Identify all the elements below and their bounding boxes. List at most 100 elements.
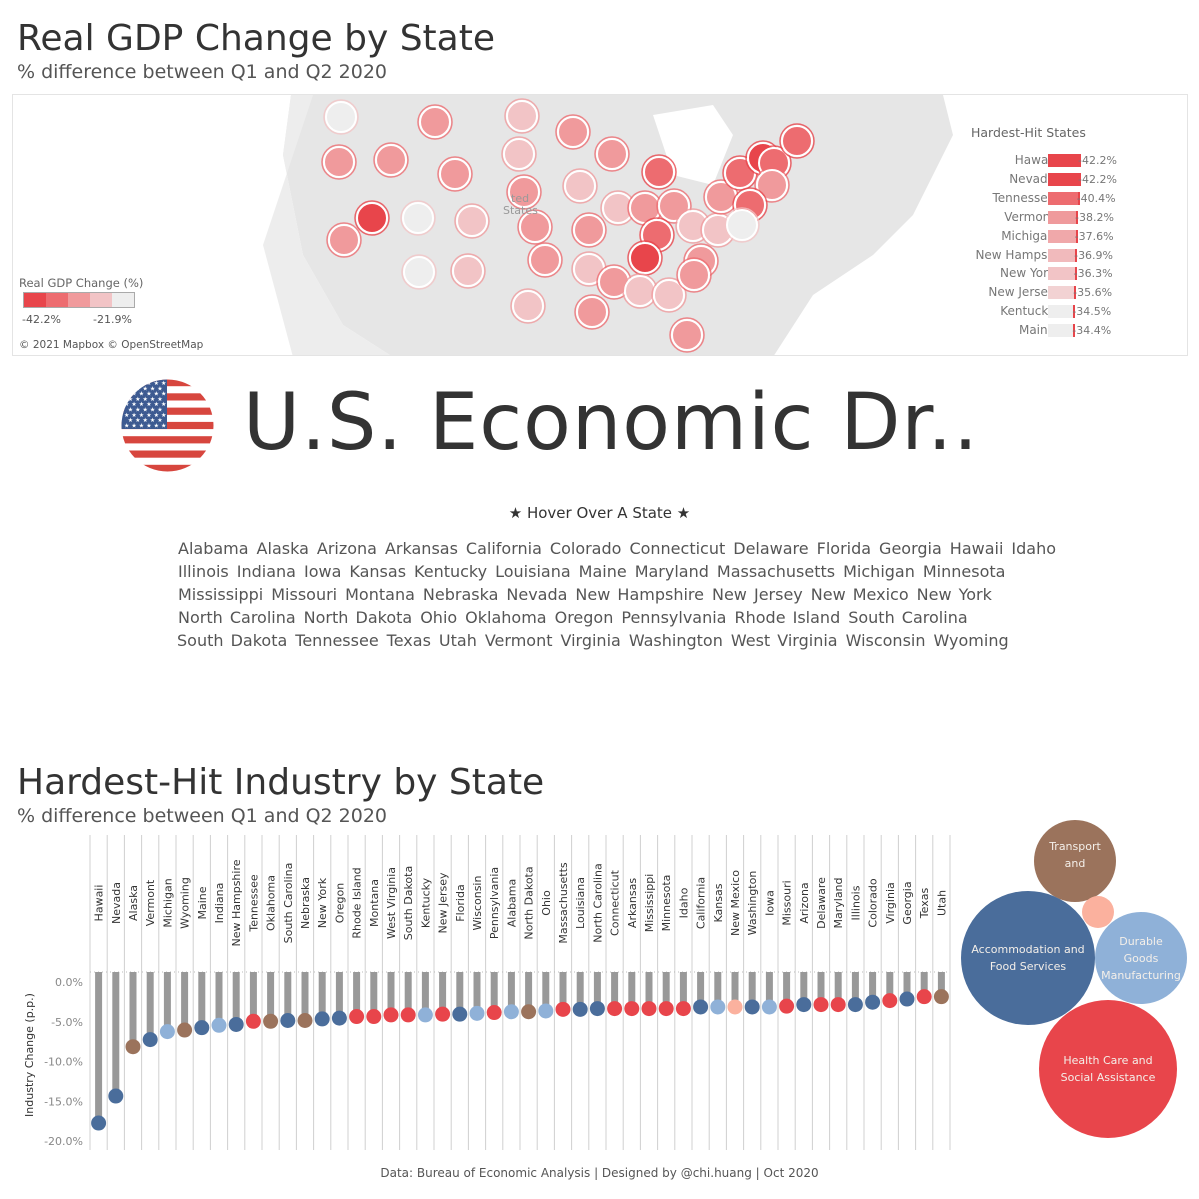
state-bubble[interactable] xyxy=(506,174,542,210)
state-link[interactable]: North Carolina xyxy=(178,608,296,627)
state-link[interactable]: Rhode Island xyxy=(734,608,841,627)
industry-bubble[interactable]: Accommodation and Food Services xyxy=(961,891,1095,1025)
state-link[interactable]: Arizona xyxy=(316,539,377,558)
state-link[interactable]: Maine xyxy=(578,562,627,581)
state-bubble[interactable] xyxy=(321,144,357,180)
lollipop-dot[interactable] xyxy=(607,1001,623,1017)
state-link[interactable]: Tennessee xyxy=(295,631,379,650)
state-link[interactable]: Idaho xyxy=(1011,539,1057,558)
lollipop-dot[interactable] xyxy=(779,998,795,1014)
hardest-hit-row[interactable]: New York -36.3% xyxy=(973,264,1187,283)
state-bubble[interactable] xyxy=(501,136,537,172)
lollipop-dot[interactable] xyxy=(555,1001,571,1017)
state-link[interactable]: Arkansas xyxy=(384,539,458,558)
lollipop-dot[interactable] xyxy=(469,1005,485,1021)
lollipop-dot[interactable] xyxy=(710,999,726,1015)
state-link[interactable]: South Dakota xyxy=(177,631,288,650)
state-link[interactable]: Ohio xyxy=(420,608,458,627)
state-link[interactable]: Colorado xyxy=(549,539,622,558)
state-link[interactable]: Virginia xyxy=(560,631,621,650)
state-link[interactable]: Oregon xyxy=(554,608,614,627)
state-bubble[interactable] xyxy=(675,208,711,244)
lollipop-dot[interactable] xyxy=(142,1032,158,1048)
state-bubble[interactable] xyxy=(437,156,473,192)
lollipop-dot[interactable] xyxy=(297,1012,313,1028)
lollipop-dot[interactable] xyxy=(589,1001,605,1017)
lollipop-dot[interactable] xyxy=(366,1009,382,1025)
lollipop-dot[interactable] xyxy=(572,1001,588,1017)
lollipop-dot[interactable] xyxy=(882,993,898,1009)
state-bubble[interactable] xyxy=(594,136,630,172)
lollipop-dot[interactable] xyxy=(538,1003,554,1019)
lollipop-dot[interactable] xyxy=(177,1022,193,1038)
hardest-hit-row[interactable]: New Jersey -35.6% xyxy=(973,283,1187,302)
state-link[interactable]: Oklahoma xyxy=(465,608,547,627)
lollipop-dot[interactable] xyxy=(383,1007,399,1023)
state-bubble[interactable] xyxy=(504,98,540,134)
industry-bubble[interactable]: Health Care and Social Assistance xyxy=(1039,1000,1177,1138)
state-bubble[interactable] xyxy=(527,242,563,278)
hardest-hit-row[interactable]: Tennessee -40.4% xyxy=(973,189,1187,208)
state-link[interactable]: Washington xyxy=(628,631,723,650)
lollipop-dot[interactable] xyxy=(641,1001,657,1017)
state-link[interactable]: Michigan xyxy=(843,562,915,581)
state-bubble[interactable] xyxy=(555,114,591,150)
state-link[interactable]: North Dakota xyxy=(303,608,413,627)
lollipop-dot[interactable] xyxy=(521,1004,537,1020)
state-link[interactable]: Hawaii xyxy=(949,539,1004,558)
state-bubble[interactable] xyxy=(622,273,658,309)
state-link[interactable]: Missouri xyxy=(271,585,338,604)
industry-bubble[interactable]: Durable Goods Manufacturing xyxy=(1095,912,1187,1004)
state-link[interactable]: Indiana xyxy=(236,562,296,581)
state-link[interactable]: Alabama xyxy=(178,539,249,558)
state-link[interactable]: Delaware xyxy=(733,539,809,558)
lollipop-dot[interactable] xyxy=(91,1115,107,1131)
lollipop-dot[interactable] xyxy=(125,1039,141,1055)
lollipop-dot[interactable] xyxy=(263,1013,279,1029)
state-link[interactable]: Montana xyxy=(345,585,415,604)
lollipop-dot[interactable] xyxy=(761,999,777,1015)
state-bubble[interactable] xyxy=(354,200,390,236)
lollipop-dot[interactable] xyxy=(813,997,829,1013)
lollipop-dot[interactable] xyxy=(658,1001,674,1017)
state-link[interactable]: California xyxy=(465,539,542,558)
lollipop-dot[interactable] xyxy=(331,1010,347,1026)
lollipop-dot[interactable] xyxy=(624,1001,640,1017)
state-link[interactable]: Nebraska xyxy=(422,585,499,604)
state-link[interactable]: Kansas xyxy=(349,562,407,581)
state-bubble[interactable] xyxy=(676,257,712,293)
state-link[interactable]: New York xyxy=(916,585,992,604)
state-link[interactable]: Florida xyxy=(816,539,872,558)
state-bubble[interactable] xyxy=(401,254,437,290)
state-link[interactable]: Connecticut xyxy=(629,539,726,558)
hardest-hit-row[interactable]: Michigan -37.6% xyxy=(973,227,1187,246)
hardest-hit-row[interactable]: Hawaii -42.2% xyxy=(973,151,1187,170)
state-link[interactable]: Iowa xyxy=(303,562,342,581)
state-link[interactable]: New Jersey xyxy=(711,585,803,604)
state-link[interactable]: Utah xyxy=(438,631,477,650)
lollipop-dot[interactable] xyxy=(280,1012,296,1028)
state-bubble[interactable] xyxy=(779,123,815,159)
lollipop-dot[interactable] xyxy=(675,1001,691,1017)
state-bubble[interactable] xyxy=(417,104,453,140)
state-link[interactable]: Wyoming xyxy=(933,631,1009,650)
map-attribution[interactable]: © 2021 Mapbox © OpenStreetMap xyxy=(19,339,204,351)
lollipop-dot[interactable] xyxy=(486,1005,502,1021)
state-link[interactable]: Kentucky xyxy=(414,562,488,581)
state-link[interactable]: Massachusetts xyxy=(716,562,836,581)
state-link[interactable]: South Carolina xyxy=(848,608,968,627)
state-bubble[interactable] xyxy=(571,212,607,248)
state-link[interactable]: Nevada xyxy=(506,585,568,604)
lollipop-dot[interactable] xyxy=(159,1024,175,1040)
state-link[interactable]: Georgia xyxy=(879,539,942,558)
state-bubble[interactable] xyxy=(517,209,553,245)
lollipop-dot[interactable] xyxy=(933,989,949,1005)
state-bubble[interactable] xyxy=(669,317,705,353)
state-link[interactable]: Mississippi xyxy=(178,585,264,604)
state-link[interactable]: Minnesota xyxy=(922,562,1006,581)
state-bubble[interactable] xyxy=(627,240,663,276)
state-bubble[interactable] xyxy=(724,207,760,243)
lollipop-dot[interactable] xyxy=(435,1006,451,1022)
lollipop-dot[interactable] xyxy=(865,994,881,1010)
hardest-hit-row[interactable]: Maine -34.4% xyxy=(973,321,1187,340)
